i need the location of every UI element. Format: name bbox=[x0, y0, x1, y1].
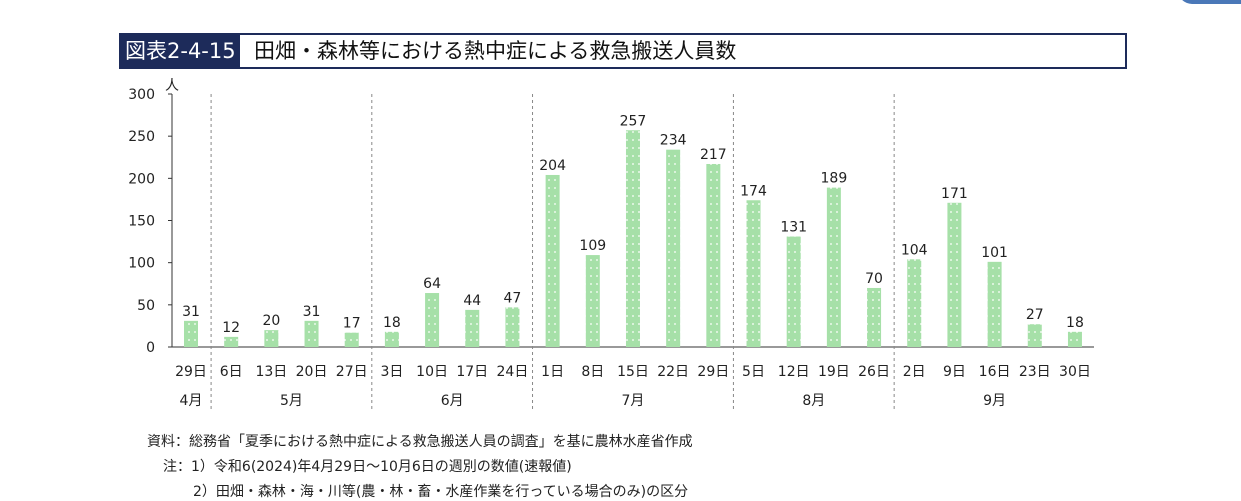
data-label: 101 bbox=[981, 245, 1008, 261]
bar bbox=[706, 163, 721, 347]
bar bbox=[304, 320, 319, 347]
bar bbox=[505, 307, 520, 347]
x-tick-label: 26日 bbox=[858, 364, 890, 380]
bar bbox=[384, 331, 399, 347]
bar bbox=[666, 149, 681, 347]
data-label: 257 bbox=[620, 113, 647, 129]
bar bbox=[746, 200, 761, 347]
x-tick-label: 20日 bbox=[296, 364, 328, 380]
data-label: 104 bbox=[901, 242, 928, 258]
x-tick-label: 23日 bbox=[1019, 364, 1051, 380]
y-unit-label: 人 bbox=[165, 78, 179, 94]
bar bbox=[1067, 331, 1082, 347]
figure-title-box: 図表2-4-15 田畑・森林等における熱中症による救急搬送人員数 bbox=[119, 33, 1127, 69]
data-label: 27 bbox=[1026, 307, 1044, 323]
month-label: 6月 bbox=[441, 393, 464, 409]
x-tick-label: 10日 bbox=[416, 364, 448, 380]
x-tick-label: 29日 bbox=[175, 364, 207, 380]
bar bbox=[907, 259, 922, 347]
bar bbox=[184, 320, 198, 347]
bar bbox=[826, 187, 841, 347]
data-label: 31 bbox=[303, 304, 321, 320]
data-label: 131 bbox=[780, 220, 807, 236]
x-tick-label: 9日 bbox=[943, 364, 966, 380]
y-tick-label: 50 bbox=[137, 298, 155, 314]
month-label: 8月 bbox=[802, 393, 825, 409]
data-label: 217 bbox=[700, 147, 727, 163]
month-label: 7月 bbox=[622, 393, 645, 409]
bar bbox=[1027, 324, 1042, 347]
data-label: 174 bbox=[740, 183, 767, 199]
x-tick-label: 15日 bbox=[617, 364, 649, 380]
x-tick-label: 22日 bbox=[657, 364, 689, 380]
x-tick-label: 2日 bbox=[903, 364, 926, 380]
x-tick-label: 19日 bbox=[818, 364, 850, 380]
data-label: 31 bbox=[182, 304, 200, 320]
footnote-2: 2）田畑・森林・海・川等(農・林・畜・水産作業を行っている場合のみ)の区分 bbox=[193, 484, 689, 500]
source-note: 資料：総務省「夏季における熱中症による救急搬送人員の調査」を基に農林水産省作成 bbox=[147, 434, 693, 450]
bar bbox=[465, 309, 480, 347]
y-tick-label: 300 bbox=[128, 87, 155, 103]
x-tick-label: 17日 bbox=[456, 364, 488, 380]
bar bbox=[224, 336, 239, 347]
data-label: 204 bbox=[539, 158, 566, 174]
x-tick-label: 1日 bbox=[541, 364, 564, 380]
data-label: 20 bbox=[262, 313, 280, 329]
bar bbox=[344, 332, 359, 347]
y-tick-label: 0 bbox=[146, 340, 155, 356]
bar bbox=[585, 255, 600, 347]
x-tick-label: 12日 bbox=[778, 364, 810, 380]
x-tick-label: 6日 bbox=[220, 364, 243, 380]
bar-chart: 0 50 100 150 200 250 300 人 31 29日 12 6日 20 13日 31 20日 17… bbox=[128, 78, 1094, 412]
x-tick-label: 13日 bbox=[255, 364, 287, 380]
bar bbox=[786, 236, 801, 347]
bar bbox=[987, 261, 1002, 347]
data-label: 18 bbox=[383, 315, 401, 331]
data-label: 189 bbox=[821, 171, 848, 187]
x-tick-label: 30日 bbox=[1059, 364, 1091, 380]
data-label: 44 bbox=[463, 293, 481, 309]
figure-title: 田畑・森林等における熱中症による救急搬送人員数 bbox=[254, 39, 737, 63]
data-label: 234 bbox=[660, 133, 687, 149]
footnote-1: 注：1）令和6(2024)年4月29日～10月6日の週別の数値(速報値) bbox=[163, 459, 572, 475]
data-label: 171 bbox=[941, 186, 968, 202]
bar bbox=[425, 293, 440, 347]
data-label: 64 bbox=[423, 276, 441, 292]
data-label: 12 bbox=[222, 320, 240, 336]
bar bbox=[947, 202, 962, 347]
x-tick-label: 5日 bbox=[742, 364, 765, 380]
data-label: 47 bbox=[504, 290, 522, 306]
x-tick-label: 8日 bbox=[581, 364, 604, 380]
month-label: 5月 bbox=[280, 393, 303, 409]
y-tick-label: 200 bbox=[128, 171, 155, 187]
bar bbox=[625, 130, 640, 347]
x-tick-label: 27日 bbox=[336, 364, 368, 380]
y-tick-label: 100 bbox=[128, 256, 155, 272]
x-tick-label: 3日 bbox=[380, 364, 403, 380]
month-label: 4月 bbox=[180, 393, 203, 409]
data-label: 17 bbox=[343, 316, 361, 332]
data-label: 109 bbox=[579, 238, 606, 254]
bar bbox=[867, 287, 882, 347]
x-tick-label: 29日 bbox=[697, 364, 729, 380]
x-tick-label: 24日 bbox=[497, 364, 529, 380]
figure-number-badge: 図表2-4-15 bbox=[121, 35, 240, 67]
corner-decoration bbox=[1178, 0, 1241, 4]
month-label: 9月 bbox=[983, 393, 1006, 409]
bar bbox=[545, 174, 560, 347]
bar bbox=[264, 330, 279, 347]
y-tick-label: 250 bbox=[128, 129, 155, 145]
y-tick-label: 150 bbox=[128, 214, 155, 230]
data-label: 18 bbox=[1066, 315, 1084, 331]
x-tick-label: 16日 bbox=[979, 364, 1011, 380]
data-label: 70 bbox=[865, 271, 883, 287]
